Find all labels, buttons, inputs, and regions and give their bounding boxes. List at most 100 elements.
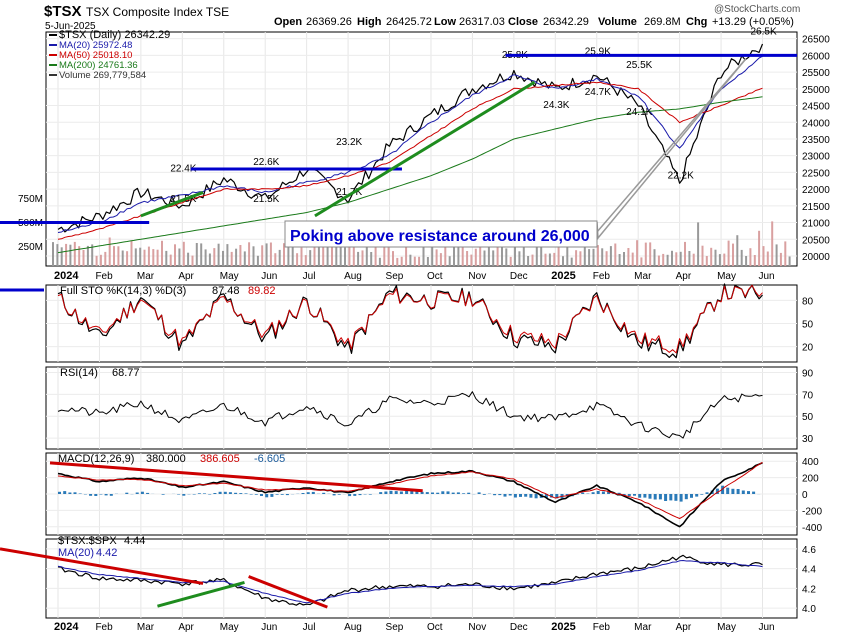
volume-bar [470,254,473,266]
x-tick-label: Mar [634,622,652,633]
macd-hist-bar [715,488,719,494]
volume-bar [766,251,769,266]
volume-bar [697,222,700,266]
price-labels: 22.4K21.5K22.6K21.5K23.2K21.7K25.8K24.3K… [170,27,777,205]
volume-bar [749,248,752,266]
volume-bar [444,245,447,266]
volume-bar [322,247,325,266]
macd-hist-bar [265,494,269,498]
macd-hist-bar [658,494,662,500]
series-ma200 [57,96,763,254]
macd-hist-bar [436,492,440,494]
macd-hist-bar [638,494,642,498]
volume-bar [235,248,238,266]
low-label: Low [434,16,456,28]
macd-histogram [58,485,761,502]
ratio-downtrend-line [248,575,328,609]
volume-bar [557,244,560,266]
macd-hist-bar [197,493,201,494]
volume-bar [562,256,564,266]
x-tick-label: Sep [386,622,404,633]
ratio-ma-label: MA(20) [58,547,94,559]
price-label: 26.5K [751,27,777,38]
volume-bar [217,243,220,266]
y-tick-label: 26500 [802,35,830,46]
ratio-value: 4.44 [124,535,145,547]
rsi-value: 68.77 [112,367,140,379]
x-tick-label: Apr [676,271,692,282]
x-tick-label: Nov [468,271,486,282]
macd-hist-bar [431,492,434,494]
price-label: 23.2K [336,137,362,148]
volume-bar [544,253,547,266]
sto-label: Full STO %K(14,3) %D(3) [60,285,186,297]
volume-bar [296,253,299,266]
volume-bar [169,254,172,266]
y-tick-label: 24000 [802,118,830,129]
volume-bar [653,249,656,266]
volume-bar [474,248,477,266]
volume-bar [291,243,294,266]
x-tick-label: Jun [261,271,277,282]
volume-bar [174,244,176,266]
volume-bar [256,255,259,266]
macd-hist-bar [270,494,274,497]
y-tick-label: 50 [802,412,814,423]
macd-hist-bar [63,491,67,494]
volume-bar [143,249,146,266]
volume-bar [117,246,120,266]
volume-bar [640,257,643,266]
volume-bar [740,249,743,266]
price-label: 25.5K [626,60,652,71]
y-tick-label: 4.0 [802,604,816,615]
volume-bar [649,242,652,266]
macd-label: MACD(12,26,9) [58,453,134,465]
macd-hist-bar [73,492,77,494]
volume-bar [461,245,464,266]
series-rsi [57,391,763,439]
trend-line [140,191,204,218]
legend-entry: Volume 269,779,584 [59,70,146,81]
y-tick-label: 24500 [802,102,830,113]
x-tick-label: Aug [344,271,362,282]
volume-bar [65,243,68,266]
volume-bar [326,243,329,266]
y-tick-label: 70 [802,390,814,401]
y-tick-label: 50 [802,320,814,331]
macd-hist-bar [664,494,668,501]
volume-bar [139,247,142,266]
y-tick-label: 400 [802,457,819,468]
indicator-overlays [0,288,423,609]
volume-bar [636,240,639,266]
volume-bar [448,256,451,266]
y-tick-label: 4.6 [802,545,816,556]
volume-bar [514,242,516,266]
y-tick-label: -400 [802,523,822,534]
macd-hist-bar [306,492,310,494]
ratio-downtrend-line [0,547,204,585]
volume-bar [86,245,89,266]
y-tick-label: 0 [802,490,808,501]
series-macd [57,462,763,528]
volume-bar [161,240,163,266]
volume-bar [422,247,425,266]
volume-bar [592,248,595,266]
price-label: 22.2K [668,170,694,181]
volume-bar [727,240,730,266]
volume-bar [409,254,412,266]
volume-bar [457,245,460,266]
macd-hist-bar [99,494,103,495]
macd-hist-bar [203,493,206,494]
macd-hist-bar [182,494,186,496]
macd-hist-bar [627,494,631,496]
volume-bar [718,254,721,266]
x-tick-label: Jul [303,622,316,633]
macd-hist-bar [524,494,528,497]
volume-bar [492,250,495,266]
y-tick-label: 21000 [802,219,830,230]
volume-bar [147,246,150,266]
x-tick-label: Oct [427,271,443,282]
y-tick-label: 21500 [802,202,830,213]
macd-hist-bar [591,492,595,494]
